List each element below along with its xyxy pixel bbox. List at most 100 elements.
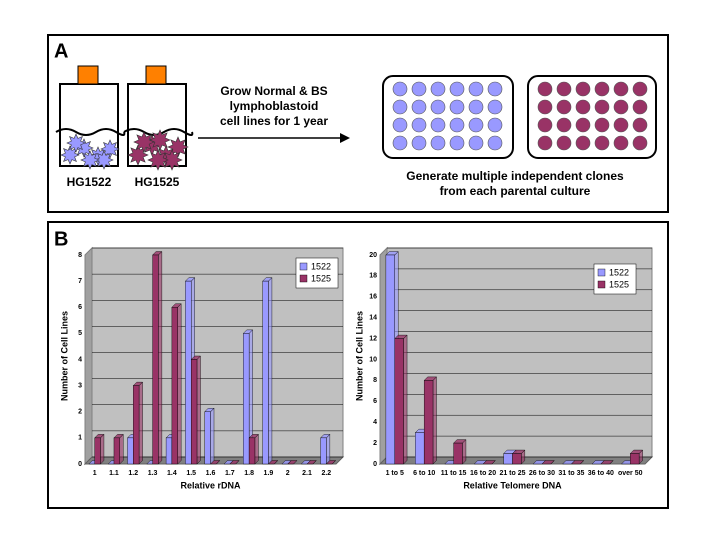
well xyxy=(594,99,610,115)
bar xyxy=(415,432,425,465)
y-tick-label: 8 xyxy=(78,252,82,259)
bar-side xyxy=(254,433,259,465)
x-tick-label: 11 to 15 xyxy=(441,470,467,477)
well xyxy=(468,81,484,97)
y-tick-label: 20 xyxy=(369,252,377,259)
bar-side xyxy=(196,355,201,465)
well xyxy=(613,135,629,151)
well xyxy=(613,117,629,133)
y-tick-label: 18 xyxy=(369,273,377,280)
bar xyxy=(394,338,404,465)
bar xyxy=(503,453,513,465)
legend-swatch xyxy=(299,274,308,283)
well xyxy=(556,99,572,115)
x-tick-label: 1 to 5 xyxy=(386,470,404,477)
bar xyxy=(152,254,159,465)
well xyxy=(575,117,591,133)
x-axis-title: Relative Telomere DNA xyxy=(463,480,562,490)
culture-label: HG1522 xyxy=(67,175,112,189)
x-tick-label: 1 xyxy=(93,470,97,477)
y-tick-label: 6 xyxy=(373,398,377,405)
bar-top xyxy=(541,460,555,465)
x-tick-label: 1.7 xyxy=(225,470,235,477)
x-tick-label: 2 xyxy=(286,470,290,477)
bottle-cap xyxy=(77,65,99,85)
x-tick-label: 16 to 20 xyxy=(470,470,496,477)
well xyxy=(392,99,408,115)
well xyxy=(575,81,591,97)
y-tick-label: 16 xyxy=(369,294,377,301)
bar-side xyxy=(210,407,215,465)
well xyxy=(632,81,648,97)
x-tick-label: over 50 xyxy=(618,470,643,477)
bar xyxy=(133,385,140,465)
bar xyxy=(512,453,522,465)
cell xyxy=(80,150,100,170)
legend-swatch xyxy=(597,280,606,289)
bar-side xyxy=(268,277,273,465)
well xyxy=(430,99,446,115)
y-tick-label: 4 xyxy=(78,356,82,363)
well xyxy=(594,135,610,151)
well xyxy=(430,81,446,97)
x-tick-label: 1.9 xyxy=(264,470,274,477)
well xyxy=(537,117,553,133)
well xyxy=(411,117,427,133)
bar-side xyxy=(138,381,143,465)
bar-side xyxy=(158,251,163,465)
panel-label: B xyxy=(54,228,68,250)
arrow-head xyxy=(340,133,350,143)
bar-side xyxy=(100,433,105,465)
bar-top xyxy=(325,460,337,465)
well xyxy=(594,81,610,97)
bar xyxy=(127,437,134,465)
legend-swatch xyxy=(597,268,606,277)
culture-label: HG1525 xyxy=(135,175,180,189)
well xyxy=(430,117,446,133)
cell xyxy=(66,133,86,153)
cell xyxy=(147,149,169,171)
bar xyxy=(185,280,192,465)
x-tick-label: 36 to 40 xyxy=(588,470,614,477)
bar-side xyxy=(462,439,467,465)
x-tick-label: 1.5 xyxy=(186,470,196,477)
well xyxy=(449,81,465,97)
medium-line xyxy=(123,128,194,136)
well xyxy=(487,135,503,151)
bar xyxy=(190,359,198,465)
x-tick-label: 1.8 xyxy=(244,470,254,477)
bar xyxy=(320,437,327,465)
x-tick-label: 1.4 xyxy=(167,470,177,477)
caption: Generate multiple independent clones xyxy=(406,169,624,183)
y-tick-label: 0 xyxy=(78,461,82,468)
bar-side xyxy=(177,303,182,465)
bar-side xyxy=(403,334,408,465)
y-axis-title: Number of Cell Lines xyxy=(354,311,364,401)
well xyxy=(449,117,465,133)
arrow-text: lymphoblastoid xyxy=(230,99,319,113)
well xyxy=(449,99,465,115)
well xyxy=(430,135,446,151)
bar-top xyxy=(267,460,279,465)
x-tick-label: 6 to 10 xyxy=(413,470,435,477)
caption: from each parental culture xyxy=(440,184,591,198)
well xyxy=(613,81,629,97)
well xyxy=(537,81,553,97)
legend-label: 1525 xyxy=(311,273,331,283)
bar xyxy=(165,437,173,465)
well xyxy=(537,99,553,115)
bottle-cap xyxy=(145,65,167,85)
y-tick-label: 3 xyxy=(78,382,82,389)
medium-line xyxy=(55,128,126,136)
bar xyxy=(423,380,434,465)
legend-label: 1522 xyxy=(609,267,629,277)
well xyxy=(556,81,572,97)
well xyxy=(594,117,610,133)
x-tick-label: 1.6 xyxy=(206,470,216,477)
x-tick-label: 26 to 30 xyxy=(529,470,555,477)
well xyxy=(487,81,503,97)
well xyxy=(411,135,427,151)
y-tick-label: 0 xyxy=(373,461,377,468)
y-tick-label: 5 xyxy=(78,330,82,337)
